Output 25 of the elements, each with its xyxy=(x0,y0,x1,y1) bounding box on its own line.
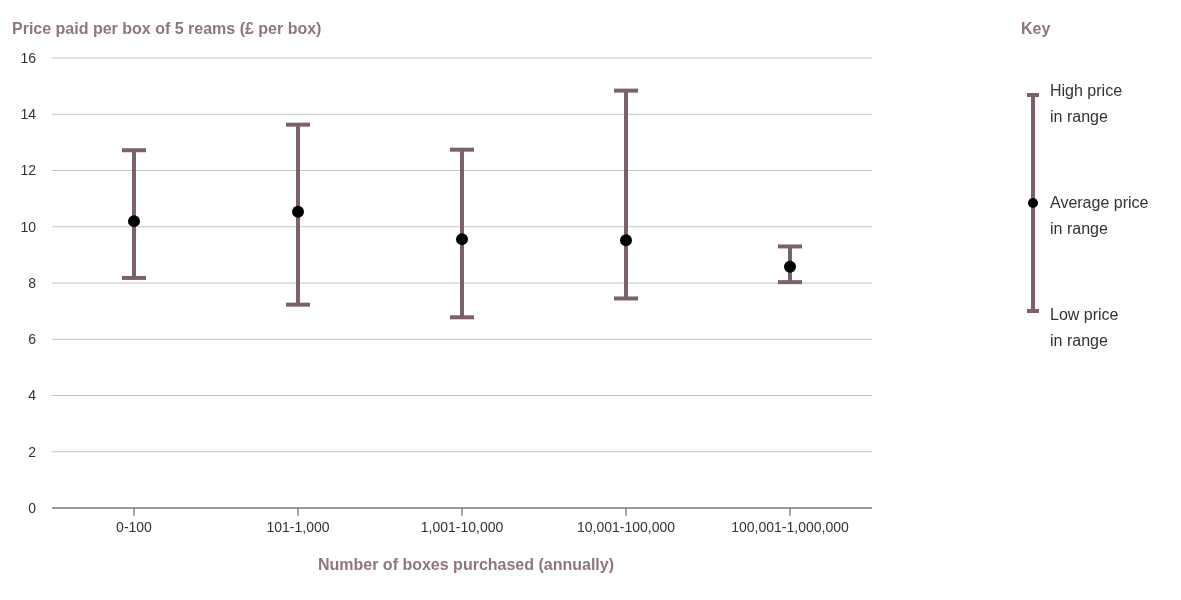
x-axis-title: Number of boxes purchased (annually) xyxy=(316,556,616,574)
x-tick-label: 1,001-10,000 xyxy=(420,518,504,535)
x-tick-label: 100,001-1,000,000 xyxy=(731,518,849,535)
y-tick-label: 12 xyxy=(20,162,37,179)
y-tick-label: 8 xyxy=(28,274,37,291)
x-tick-label: 10,001-100,000 xyxy=(576,518,676,535)
point xyxy=(292,205,304,218)
y-tick-label: 10 xyxy=(20,218,37,235)
point xyxy=(784,260,796,273)
y-tick-label: 2 xyxy=(28,443,37,460)
point xyxy=(128,215,140,228)
y-tick-label: 0 xyxy=(28,499,37,516)
text: Low price in range xyxy=(1050,305,1119,351)
x-tick-label: 0-100 xyxy=(116,518,153,535)
point xyxy=(620,234,632,247)
y-tick-label: 16 xyxy=(20,49,37,66)
legend-title: Key xyxy=(1021,20,1051,38)
point xyxy=(456,233,468,246)
y-tick-label: 14 xyxy=(20,106,37,123)
text: Average price in range xyxy=(1050,193,1149,239)
y-tick-label: 6 xyxy=(28,331,37,348)
y-axis-title: Price paid per box of 5 reams (£ per box) xyxy=(12,20,322,38)
y-tick-label: 4 xyxy=(28,387,37,404)
x-tick-label: 101-1,000 xyxy=(266,518,330,535)
text: High price in range xyxy=(1050,81,1123,127)
